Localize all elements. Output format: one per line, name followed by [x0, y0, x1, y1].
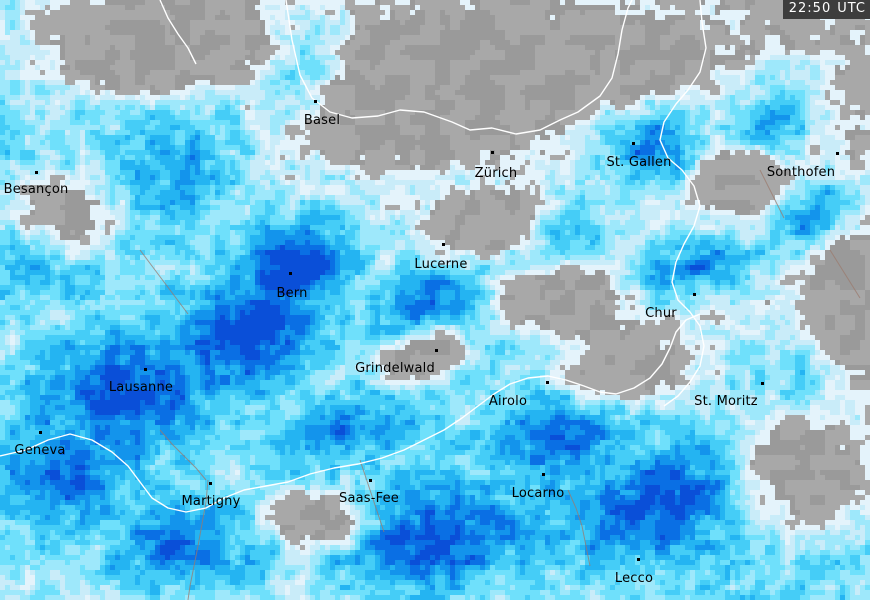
city-label-text: Grindelwald: [355, 361, 435, 376]
city-marker-dot: [546, 381, 549, 384]
city-label-text: Sonthofen: [766, 165, 836, 180]
city-label-grindelwald[interactable]: Grindelwald: [355, 362, 435, 376]
city-label-text: Martigny: [181, 494, 241, 509]
city-label-text: Lucerne: [414, 257, 468, 272]
city-label-besan-on[interactable]: Besançon: [4, 183, 69, 197]
city-label-st-gallen[interactable]: St. Gallen: [606, 156, 671, 170]
city-marker-dot: [314, 100, 317, 103]
city-label-text: Zürich: [474, 166, 518, 181]
city-label-text: Bern: [276, 286, 308, 301]
city-label-basel[interactable]: Basel: [304, 114, 340, 128]
city-marker-dot: [144, 368, 147, 371]
city-label-text: Basel: [303, 113, 341, 128]
city-marker-dot: [35, 171, 38, 174]
city-marker-dot: [632, 142, 635, 145]
city-marker-dot: [289, 272, 292, 275]
city-marker-dot: [761, 382, 764, 385]
city-label-st-moritz[interactable]: St. Moritz: [694, 395, 758, 409]
city-marker-dot: [491, 151, 494, 154]
city-label-text: Geneva: [14, 443, 66, 458]
city-label-text: Lausanne: [108, 380, 174, 395]
timestamp-unit: UTC: [837, 1, 866, 16]
city-marker-dot: [542, 473, 545, 476]
city-marker-dot: [836, 152, 839, 155]
city-marker-dot: [39, 431, 42, 434]
city-label-airolo[interactable]: Airolo: [489, 395, 527, 409]
city-label-lucerne[interactable]: Lucerne: [414, 258, 467, 272]
city-label-text: St. Moritz: [694, 394, 758, 409]
city-label-text: Chur: [645, 306, 677, 321]
timestamp-time: 22:50: [788, 1, 832, 16]
city-label-martigny[interactable]: Martigny: [181, 495, 240, 509]
city-label-text: Saas-Fee: [338, 491, 400, 506]
city-label-text: St. Gallen: [606, 155, 672, 170]
city-marker-dot: [369, 479, 372, 482]
city-label-saas-fee[interactable]: Saas-Fee: [339, 492, 399, 506]
city-marker-dot: [442, 243, 445, 246]
city-label-lausanne[interactable]: Lausanne: [109, 381, 173, 395]
city-label-bern[interactable]: Bern: [276, 287, 307, 301]
timestamp-badge: 22:50 UTC: [782, 0, 870, 19]
city-label-locarno[interactable]: Locarno: [512, 487, 565, 501]
city-label-text: Airolo: [488, 394, 528, 409]
city-marker-dot: [435, 349, 438, 352]
city-label-lecco[interactable]: Lecco: [615, 572, 653, 586]
city-marker-dot: [693, 293, 696, 296]
city-label-geneva[interactable]: Geneva: [14, 444, 65, 458]
city-label-chur[interactable]: Chur: [645, 307, 677, 321]
city-label-text: Locarno: [511, 486, 565, 501]
city-marker-dot: [209, 482, 212, 485]
city-marker-dot: [637, 558, 640, 561]
city-label-text: Lecco: [614, 571, 654, 586]
city-label-text: Besançon: [3, 182, 69, 197]
city-label-sonthofen[interactable]: Sonthofen: [767, 166, 835, 180]
city-label-z-rich[interactable]: Zürich: [475, 167, 518, 181]
